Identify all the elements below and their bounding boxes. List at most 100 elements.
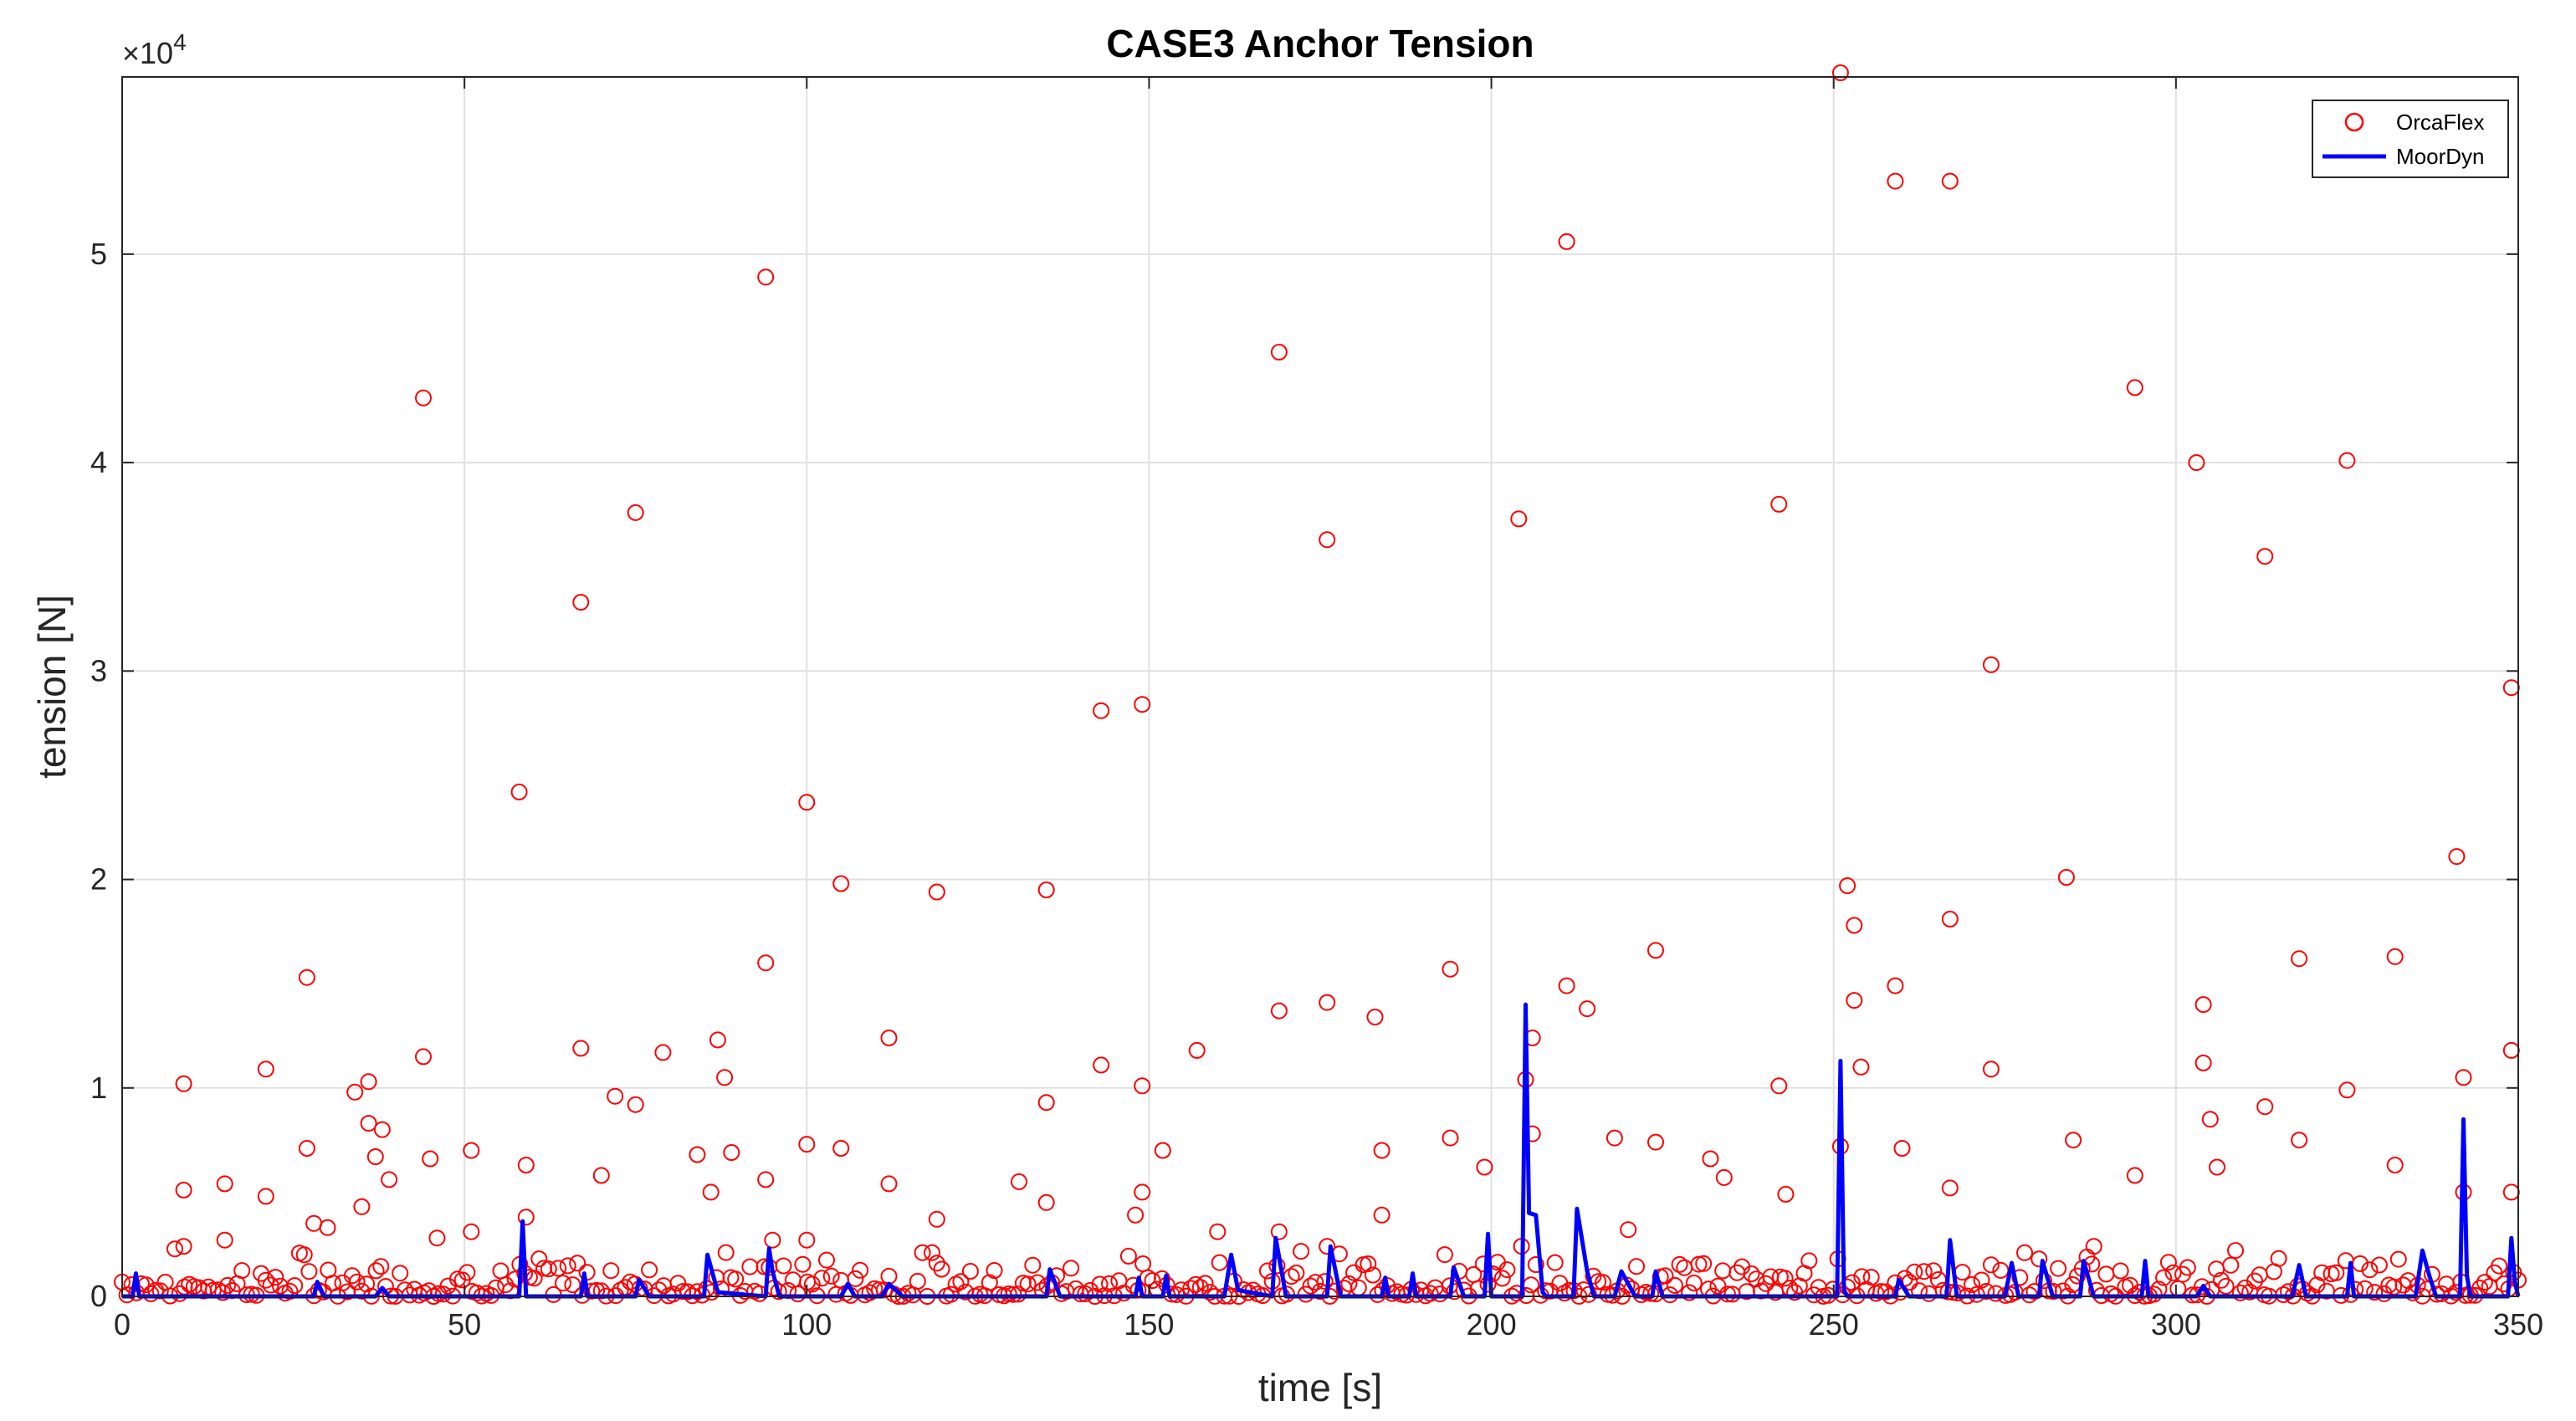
orcaflex-marker: [1973, 1271, 1990, 1289]
x-axis-label: time [s]: [1258, 1366, 1382, 1409]
y-axis-exponent: ×104: [122, 29, 187, 70]
orcaflex-point: [2455, 1069, 2472, 1086]
orcaflex-point: [1373, 1206, 1390, 1224]
orcaflex-marker: [1278, 1286, 1295, 1303]
orcaflex-point: [381, 1171, 398, 1188]
orcaflex-marker: [727, 1270, 745, 1288]
legend: OrcaFlex MoorDyn: [2312, 100, 2509, 178]
orcaflex-marker: [2227, 1242, 2244, 1260]
y-tick-label: 4: [90, 445, 107, 479]
orcaflex-point: [1893, 1140, 1911, 1157]
orcaflex-marker: [641, 1261, 658, 1279]
orcaflex-marker: [1211, 1254, 1228, 1271]
orcaflex-marker: [1642, 1285, 1660, 1302]
orcaflex-point: [510, 783, 528, 800]
orcaflex-marker: [530, 1250, 548, 1268]
orcaflex-point: [1442, 1129, 1459, 1147]
orcaflex-point: [592, 1167, 610, 1184]
y-axis-label: tension [N]: [30, 595, 74, 779]
orcaflex-marker: [2366, 1284, 2384, 1301]
orcaflex-marker: [1187, 1275, 1205, 1293]
orcaflex-marker: [2389, 1250, 2407, 1268]
orcaflex-point: [2291, 1132, 2308, 1149]
orcaflex-marker: [789, 1286, 807, 1302]
orcaflex-point: [1702, 1150, 1719, 1168]
orcaflex-marker: [2222, 1256, 2240, 1274]
y-axis-exponent-base: ×10: [122, 36, 173, 70]
axes-box: [121, 76, 2519, 1297]
orcaflex-marker: [1316, 1273, 1334, 1291]
orcaflex-point: [1887, 977, 1904, 994]
orcaflex-point: [654, 1044, 672, 1061]
orcaflex-marker: [564, 1276, 581, 1294]
orcaflex-marker: [257, 1271, 274, 1289]
orcaflex-marker: [961, 1263, 979, 1280]
orcaflex-marker: [2112, 1262, 2129, 1280]
orcaflex-point: [175, 1181, 192, 1199]
orcaflex-marker: [1479, 1275, 1497, 1293]
orcaflex-marker: [1268, 1257, 1286, 1275]
orcaflex-marker: [219, 1276, 236, 1294]
orcaflex-marker: [2050, 1260, 2067, 1277]
orcaflex-marker: [2217, 1277, 2235, 1295]
orcaflex-point: [702, 1183, 720, 1201]
orcaflex-marker: [1671, 1255, 1688, 1273]
orcaflex-point: [798, 1136, 816, 1153]
orcaflex-point: [1715, 1168, 1733, 1186]
orcaflex-marker: [458, 1264, 476, 1281]
orcaflex-marker: [1915, 1263, 1933, 1280]
orcaflex-marker: [166, 1240, 183, 1258]
orcaflex-marker: [233, 1262, 251, 1280]
orcaflex-point: [415, 389, 432, 406]
orcaflex-marker: [1695, 1255, 1713, 1272]
orcaflex-marker: [1293, 1243, 1310, 1260]
orcaflex-point: [709, 1031, 726, 1049]
orcaflex-marker: [142, 1285, 160, 1302]
orcaflex-marker: [286, 1277, 304, 1295]
x-tick-label: 100: [781, 1307, 832, 1342]
orcaflex-point: [716, 1069, 734, 1086]
orcaflex-point: [1209, 1223, 1227, 1240]
orcaflex-marker: [1595, 1274, 1611, 1291]
orcaflex-marker: [1421, 1285, 1439, 1302]
x-tick-label: 350: [2493, 1307, 2543, 1342]
orcaflex-marker: [924, 1244, 940, 1261]
orcaflex-marker: [2299, 1285, 2316, 1302]
orcaflex-marker: [1862, 1269, 1880, 1286]
orcaflex-point: [360, 1073, 377, 1091]
orcaflex-point: [175, 1238, 192, 1255]
grid: [121, 77, 2519, 1297]
orcaflex-marker: [367, 1262, 385, 1280]
orcaflex-marker: [2159, 1254, 2177, 1271]
orcaflex-point: [1852, 1058, 1870, 1076]
orcaflex-point: [2209, 1158, 2225, 1176]
series-orcaflex: [175, 64, 2520, 1255]
orcaflex-marker: [2016, 1244, 2033, 1261]
orcaflex-point: [1270, 344, 1288, 360]
orcaflex-point: [1373, 1142, 1390, 1159]
orcaflex-point: [257, 1061, 274, 1078]
orcaflex-point: [2256, 1098, 2274, 1116]
orcaflex-point: [832, 1140, 850, 1157]
orcaflex-marker: [2491, 1257, 2508, 1275]
orcaflex-point: [1093, 702, 1110, 719]
orcaflex-marker: [1091, 1275, 1109, 1293]
orcaflex-point: [216, 1175, 233, 1193]
orcaflex-marker: [300, 1263, 318, 1280]
orcaflex-point: [319, 1219, 336, 1236]
orcaflex-marker: [2035, 1272, 2052, 1290]
orcaflex-marker: [1077, 1285, 1094, 1302]
orcaflex-point: [1839, 877, 1856, 894]
orcaflex-marker: [928, 1255, 945, 1272]
orcaflex-marker: [555, 1275, 571, 1292]
orcaflex-point: [257, 1188, 274, 1205]
orcaflex-marker: [1978, 1283, 1995, 1300]
orcaflex-point: [832, 875, 850, 892]
legend-label-moordyn: MoorDyn: [2396, 144, 2484, 169]
x-tick-label: 0: [114, 1307, 131, 1342]
orcaflex-point: [1620, 1221, 1637, 1239]
legend-marker-orcaflex: [2344, 112, 2364, 132]
orcaflex-point: [1606, 1129, 1623, 1147]
orcaflex-point: [1188, 1041, 1206, 1059]
orcaflex-marker: [1800, 1252, 1818, 1270]
